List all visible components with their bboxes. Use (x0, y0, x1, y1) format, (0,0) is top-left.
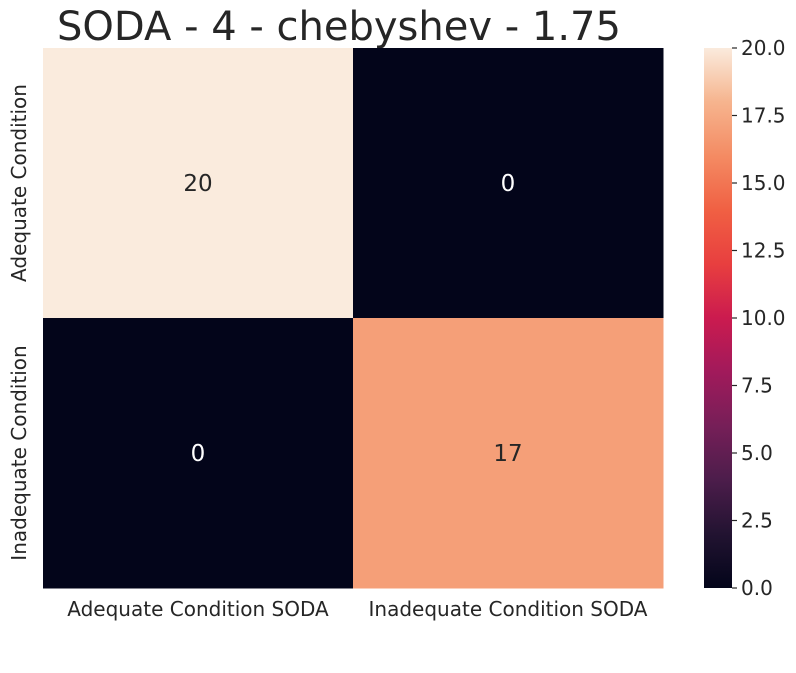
colorbar-tick-label: 15.0 (741, 171, 786, 195)
cell-annotation: 0 (501, 171, 516, 197)
y-axis-tick-labels: Adequate Condition Inadequate Condition (7, 84, 31, 561)
colorbar-tick-labels: 0.0 2.5 5.0 7.5 10.0 12.5 15.0 17.5 20.0 (732, 36, 786, 600)
x-tick-label: Inadequate Condition SODA (369, 597, 648, 621)
heatmap-cell (43, 48, 354, 319)
colorbar-tick-label: 2.5 (741, 509, 773, 533)
colorbar (704, 48, 732, 588)
colorbar-tick-label: 7.5 (741, 374, 773, 398)
colorbar-tick-label: 12.5 (741, 239, 786, 263)
cell-annotation: 17 (493, 441, 522, 467)
x-axis-tick-labels: Adequate Condition SODA Inadequate Condit… (67, 597, 647, 621)
colorbar-tick-label: 0.0 (741, 576, 773, 600)
colorbar-tick-label: 10.0 (741, 306, 786, 330)
y-tick-label: Adequate Condition (7, 84, 31, 282)
colorbar-tick-label: 5.0 (741, 441, 773, 465)
heatmap-cell (43, 318, 354, 589)
chart-title: SODA - 4 - chebyshev - 1.75 (57, 4, 621, 50)
heatmap-cells (43, 48, 664, 589)
x-tick-label: Adequate Condition SODA (67, 597, 329, 621)
heatmap-cell (353, 318, 664, 589)
colorbar-tick-label: 20.0 (741, 36, 786, 60)
colorbar-tick-label: 17.5 (741, 104, 786, 128)
cell-annotations: 20 0 0 17 (183, 171, 522, 467)
cell-annotation: 20 (183, 171, 212, 197)
heatmap-cell (353, 48, 664, 319)
y-tick-label: Inadequate Condition (7, 345, 31, 560)
cell-annotation: 0 (191, 441, 206, 467)
